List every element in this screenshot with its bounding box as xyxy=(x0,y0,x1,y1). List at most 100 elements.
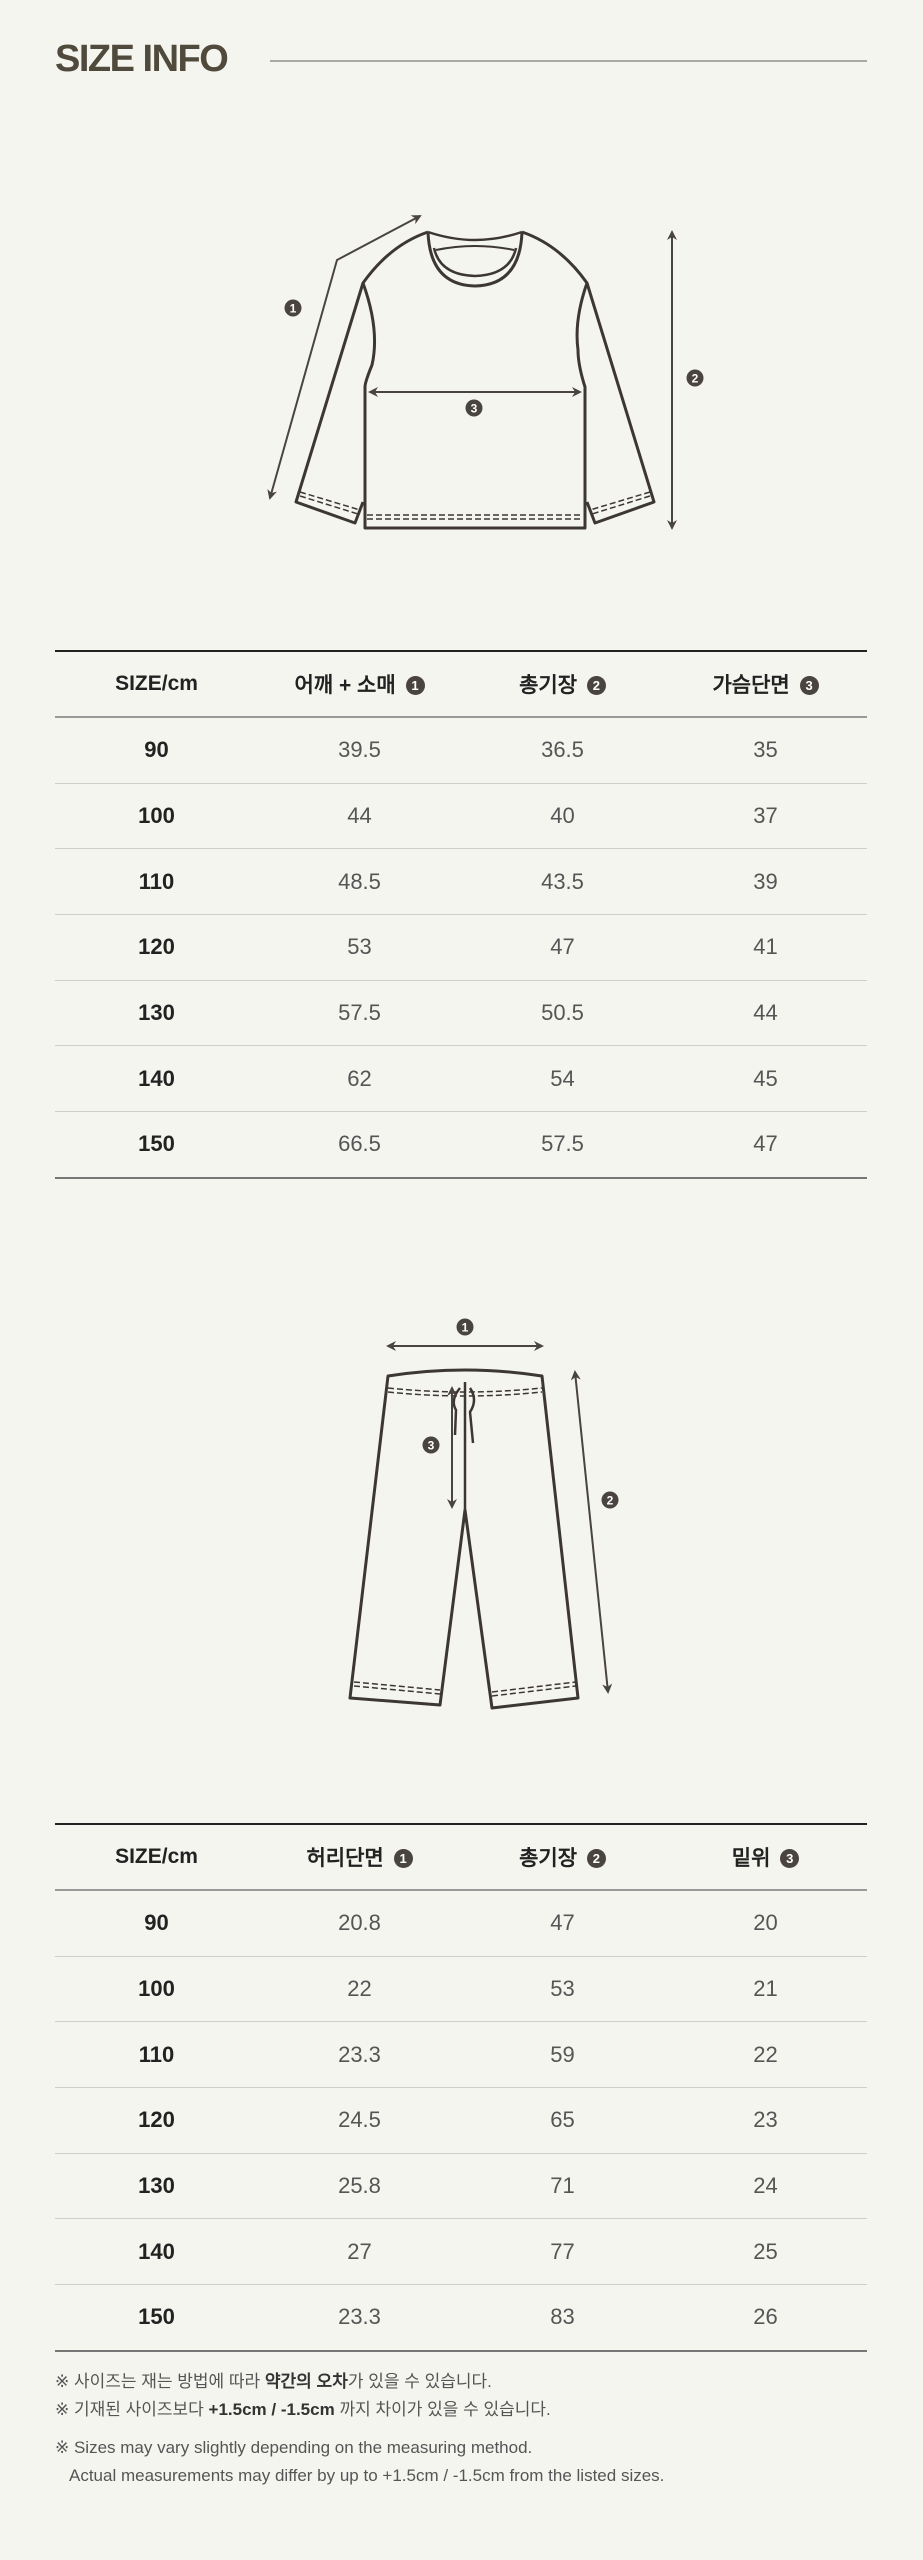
stitch-lines xyxy=(353,1387,577,1697)
marker-1: 1 xyxy=(284,299,302,317)
svg-text:3: 3 xyxy=(428,1439,435,1453)
marker-1: 1 xyxy=(456,1318,474,1336)
measure-cell: 57.5 xyxy=(338,1000,381,1026)
note-en-1: ※ Sizes may vary slightly depending on t… xyxy=(55,2438,533,2457)
table-row: 140 62 54 45 xyxy=(55,1046,867,1113)
measure-cell: 47 xyxy=(753,1131,778,1157)
measure-cell: 65 xyxy=(550,2107,575,2133)
measure-cell: 26 xyxy=(753,2304,778,2330)
shirt-outline xyxy=(294,230,656,530)
note-text: 까지 차이가 있을 수 있습니다. xyxy=(334,2400,551,2419)
table-row: 130 57.5 50.5 44 xyxy=(55,981,867,1047)
note-ko-1: ※ 사이즈는 재는 방법에 따라 약간의 오차가 있을 수 있습니다. xyxy=(55,2368,664,2396)
arrow-shoulder-sleeve xyxy=(267,215,422,500)
measure-cell: 24.5 xyxy=(338,2107,381,2133)
size-cell: 140 xyxy=(138,2238,175,2264)
note-text: ※ 사이즈는 재는 방법에 따라 xyxy=(55,2372,265,2391)
size-cell: 150 xyxy=(138,1131,175,1157)
measure-cell: 47 xyxy=(550,934,575,960)
size-cell: 90 xyxy=(144,737,169,763)
size-cell: 120 xyxy=(138,934,175,960)
table-header-row: SIZE/cm 허리단면 1 총기장 2 밑위 3 xyxy=(55,1825,867,1891)
column-header-label: 허리단면 xyxy=(306,1847,384,1870)
measure-cell: 23 xyxy=(753,2107,778,2133)
table-row: 90 20.8 47 20 xyxy=(55,1891,867,1957)
arrow-total-length xyxy=(570,1370,613,1694)
measure-cell: 59 xyxy=(550,2041,575,2067)
column-header-label: 밑위 xyxy=(731,1847,771,1870)
note-text: 가 있을 수 있습니다. xyxy=(347,2372,492,2391)
pants-illustration: 1 2 3 xyxy=(348,1318,619,1710)
table-row: 130 25.8 71 24 xyxy=(55,2154,867,2220)
column-header-label: 어깨 + 소매 xyxy=(294,674,396,697)
size-cell: 100 xyxy=(138,1976,175,2002)
note-ko-2: ※ 기재된 사이즈보다 +1.5cm / -1.5cm 까지 차이가 있을 수 … xyxy=(55,2396,664,2424)
bottom-size-table: SIZE/cm 허리단면 1 총기장 2 밑위 3 90 20.8 47 20 100 22 53 2… xyxy=(55,1823,867,2352)
column-header: 총기장 2 xyxy=(461,1842,664,1872)
pants-outline xyxy=(348,1368,580,1710)
marker-badge: 3 xyxy=(780,1849,800,1868)
table-row: 150 23.3 83 26 xyxy=(55,2285,867,2350)
column-header: 어깨 + 소매 1 xyxy=(258,669,461,699)
measure-cell: 24 xyxy=(753,2173,778,2199)
measure-cell: 57.5 xyxy=(541,1131,584,1157)
svg-text:3: 3 xyxy=(471,402,478,416)
size-cell: 110 xyxy=(138,2041,175,2067)
measure-cell: 40 xyxy=(550,803,575,829)
measure-cell: 36.5 xyxy=(541,737,584,763)
table-row: 100 44 40 37 xyxy=(55,784,867,850)
size-cell: 100 xyxy=(138,803,175,829)
measure-cell: 47 xyxy=(550,1910,575,1936)
table-row: 100 22 53 21 xyxy=(55,1957,867,2023)
measure-cell: 23.3 xyxy=(338,2304,381,2330)
table-row: 90 39.5 36.5 35 xyxy=(55,718,867,784)
measure-cell: 27 xyxy=(347,2238,372,2264)
measure-cell: 21 xyxy=(753,1976,778,2002)
marker-badge: 2 xyxy=(586,1849,606,1868)
column-header-label: SIZE/cm xyxy=(115,672,198,695)
size-cell: 150 xyxy=(138,2304,175,2330)
stitch-lines xyxy=(299,491,651,520)
note-en-2: Actual measurements may differ by up to … xyxy=(69,2466,665,2485)
marker-2: 2 xyxy=(686,369,704,387)
measure-cell: 71 xyxy=(550,2173,575,2199)
size-cell: 90 xyxy=(144,1910,169,1936)
size-cell: 130 xyxy=(138,1000,175,1026)
measure-cell: 23.3 xyxy=(338,2041,381,2067)
column-header: 허리단면 1 xyxy=(258,1842,461,1872)
measure-cell: 50.5 xyxy=(541,1000,584,1026)
column-header: SIZE/cm xyxy=(55,672,258,696)
svg-text:1: 1 xyxy=(290,302,297,316)
marker-3: 3 xyxy=(465,399,483,417)
measure-cell: 77 xyxy=(550,2238,575,2264)
svg-text:2: 2 xyxy=(607,1494,614,1508)
measure-cell: 66.5 xyxy=(338,1131,381,1157)
note-emphasis: 약간의 오차 xyxy=(264,2372,348,2391)
size-cell: 140 xyxy=(138,1065,175,1091)
svg-text:1: 1 xyxy=(462,1321,469,1335)
measure-cell: 22 xyxy=(753,2041,778,2067)
measure-cell: 48.5 xyxy=(338,868,381,894)
table-row: 110 48.5 43.5 39 xyxy=(55,849,867,916)
marker-2: 2 xyxy=(601,1491,619,1509)
marker-badge: 3 xyxy=(799,676,819,695)
measure-cell: 41 xyxy=(753,934,778,960)
column-header-label: SIZE/cm xyxy=(115,1845,198,1868)
column-header: SIZE/cm xyxy=(55,1845,258,1869)
measure-cell: 53 xyxy=(347,934,372,960)
page-title: SIZE INFO xyxy=(55,38,229,80)
measure-arrows xyxy=(386,1341,613,1694)
measure-cell: 25.8 xyxy=(338,2173,381,2199)
note-emphasis: +1.5cm / -1.5cm xyxy=(208,2400,335,2419)
column-header-label: 총기장 xyxy=(519,674,578,697)
size-notes: ※ 사이즈는 재는 방법에 따라 약간의 오차가 있을 수 있습니다. ※ 기재… xyxy=(55,2368,664,2490)
marker-badge: 1 xyxy=(393,1849,413,1868)
table-row: 150 66.5 57.5 47 xyxy=(55,1112,867,1177)
column-header: 밑위 3 xyxy=(664,1842,867,1872)
measure-cell: 20 xyxy=(753,1910,778,1936)
table-row: 140 27 77 25 xyxy=(55,2219,867,2286)
measure-cell: 44 xyxy=(753,1000,778,1026)
measure-cell: 22 xyxy=(347,1976,372,2002)
measure-cell: 20.8 xyxy=(338,1910,381,1936)
table-header-row: SIZE/cm 어깨 + 소매 1 총기장 2 가슴단면 3 xyxy=(55,652,867,718)
